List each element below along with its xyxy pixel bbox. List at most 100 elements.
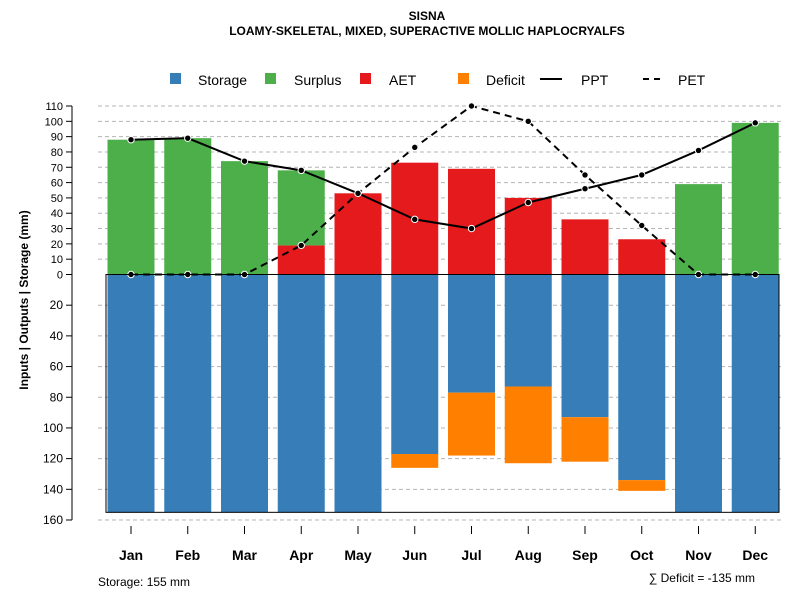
x-tick-label: Sep [572,547,598,563]
x-tick-label: Jul [461,547,481,563]
legend: Storage Surplus AET Deficit PPT PET [170,72,706,88]
legend-swatch [265,73,276,84]
legend-label: PPT [581,72,609,88]
pet-point [411,143,419,152]
deficit-bar [391,454,439,468]
ppt-point [467,224,476,233]
x-tick-label: Jan [119,547,143,563]
ppt-point [184,134,192,142]
legend-swatch [170,73,181,84]
surplus-bar [675,184,722,275]
ppt-point [354,189,362,198]
aet-bar [334,193,382,275]
gridlines [98,105,784,521]
y-tick-label: 0 [57,270,63,282]
surplus-bar [277,170,325,246]
ppt-point [240,157,249,165]
y-tick-label: 30 [51,224,63,236]
legend-swatch [458,73,469,84]
y-tick-label: 70 [51,162,63,174]
legend-label: Storage [198,72,247,88]
storage-bar [391,274,439,455]
legend-label: Deficit [486,72,525,88]
bars [107,122,779,513]
deficit-bar [561,417,609,462]
y-tick-label: 110 [45,101,63,113]
axes: 0 10 20 30 40 50 60 70 80 90 100 110 20 40 60 80 100 120 1… [43,101,780,563]
x-tick-label: Nov [685,547,712,563]
x-tick-label: Aug [515,547,542,563]
x-tick-label: Apr [289,547,314,563]
storage-bar [334,274,382,513]
ppt-point [751,119,759,127]
y-axis-label: Inputs | Outputs | Storage (mm) [17,210,31,389]
x-tick-label: Jun [402,547,427,563]
surplus-bar [221,161,268,275]
storage-bar [561,274,609,418]
storage-footer: Storage: 155 mm [98,575,190,589]
y-tick-label: 60 [50,360,64,374]
surplus-bar [731,122,779,275]
x-tick-label: Oct [630,547,654,563]
y-tick-label: 160 [43,513,63,527]
y-tick-label: 60 [51,178,63,190]
ppt-point [694,146,703,155]
pet-point [467,102,476,110]
deficit-sum-footer: ∑ Deficit = -135 mm [649,571,755,585]
legend-swatch [360,73,371,84]
deficit-bar [504,386,552,464]
surplus-bar [107,139,155,275]
aet-bar [618,239,666,275]
storage-bar [107,274,155,513]
pet-point [581,171,589,179]
x-tick-label: Dec [742,547,768,563]
pet-line [131,104,756,276]
y-tick-label: 120 [43,452,63,466]
storage-bar [731,274,779,513]
y-tick-label: 20 [50,298,64,312]
y-tick-label: 50 [51,193,63,205]
storage-bar [164,274,212,513]
x-tick-label: Feb [175,547,200,563]
storage-bar [221,274,268,513]
y-tick-label: 10 [51,254,63,266]
lines [127,102,759,279]
ppt-point [638,171,646,179]
storage-bar [618,274,666,481]
pet-point [638,221,646,230]
y-tick-label: 140 [43,482,63,496]
storage-bar [675,274,722,513]
ppt-line [130,121,756,230]
surplus-bar [164,138,212,275]
legend-label: PET [678,72,706,88]
legend-label: Surplus [294,72,341,88]
aet-bar [561,219,609,275]
y-tick-label: 40 [51,208,63,220]
storage-bar [277,274,325,513]
chart-subtitle: LOAMY-SKELETAL, MIXED, SUPERACTIVE MOLLI… [229,24,625,38]
ppt-point [297,166,305,175]
deficit-bar [618,480,666,491]
ppt-point [127,136,135,144]
legend-label: AET [389,72,417,88]
y-tick-label: 90 [51,132,63,144]
y-tick-label: 100 [43,421,63,435]
ppt-point [581,185,589,193]
y-tick-label: 20 [51,239,63,251]
storage-bar [448,274,495,393]
chart-title: SISNA [409,9,446,23]
y-tick-label: 80 [51,147,63,159]
ppt-point [411,215,419,224]
y-tick-label: 80 [50,390,64,404]
aet-bar [277,245,325,275]
ppt-point [524,198,532,207]
storage-bar [504,274,552,387]
x-tick-label: Mar [232,547,257,563]
pet-point [297,241,305,250]
x-tick-label: May [344,547,371,563]
pet-point [524,117,532,126]
y-tick-label: 40 [50,329,64,343]
deficit-bar [448,392,495,456]
y-tick-label: 100 [45,116,63,128]
